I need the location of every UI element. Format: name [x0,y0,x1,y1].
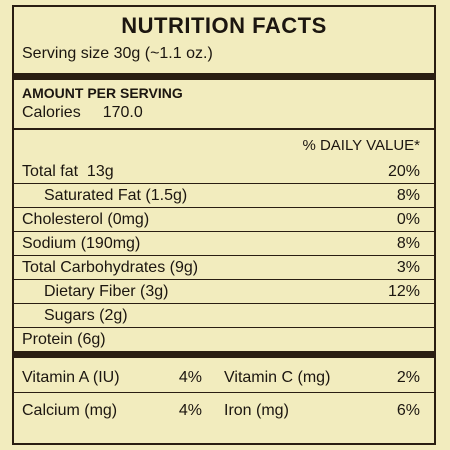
vitamin-name: Calcium (mg) [22,402,118,419]
nutrient-dv: 8% [396,186,420,204]
nutrient-label: Total fat 13g [22,162,114,180]
vitamin-c: Vitamin C (mg) 2% [224,369,426,387]
nutrient-label: Saturated Fat (1.5g) [44,186,188,204]
nutrient-label: Protein (6g) [22,330,106,348]
nutrient-label: Dietary Fiber (3g) [44,282,169,300]
daily-value-heading: % DAILY VALUE* [302,137,420,154]
divider [14,128,434,130]
thick-divider [14,73,434,80]
vitamin-row: Vitamin A (IU) 4% Vitamin C (mg) 2% [14,364,434,393]
vitamin-name: Iron (mg) [224,402,289,419]
vitamin-a: Vitamin A (IU) 4% [22,369,224,387]
vitamin-dv: 4% [178,402,202,419]
nutrient-label: Sugars (2g) [44,306,128,324]
calcium: Calcium (mg) 4% [22,402,224,420]
nutrient-row-dietary-fiber: Dietary Fiber (3g) 12% [14,280,434,304]
nutrient-row-protein: Protein (6g) [14,328,434,351]
nutrient-row-cholesterol: Cholesterol (0mg) 0% [14,208,434,232]
nutrient-row-total-fat: Total fat 13g 20% [14,160,434,184]
calories-label: Calories [22,104,81,121]
nutrient-label: Cholesterol (0mg) [22,210,150,228]
vitamin-dv: 6% [396,402,420,419]
vitamin-name: Vitamin A (IU) [22,369,120,386]
nutrient-row-saturated-fat: Saturated Fat (1.5g) 8% [14,184,434,208]
nutrition-facts-label: NUTRITION FACTS Serving size 30g (~1.1 o… [12,5,436,445]
vitamin-name: Vitamin C (mg) [224,369,331,386]
nutrient-dv: 12% [387,282,420,300]
nutrient-label: Total Carbohydrates (9g) [22,258,199,276]
nutrient-row-total-carbohydrates: Total Carbohydrates (9g) 3% [14,256,434,280]
vitamin-dv: 2% [396,369,420,386]
nutrient-dv: 8% [396,234,420,252]
nutrient-dv: 0% [396,210,420,228]
calories-row: Calories 170.0 [14,102,434,128]
iron: Iron (mg) 6% [224,402,426,420]
vitamin-row: Calcium (mg) 4% Iron (mg) 6% [14,397,434,425]
amount-per-serving-heading: AMOUNT PER SERVING [22,85,183,101]
calories-value: 170.0 [102,104,143,121]
nutrient-row-sodium: Sodium (190mg) 8% [14,232,434,256]
nutrient-dv: 3% [396,258,420,276]
nutrient-row-sugars: Sugars (2g) [14,304,434,328]
vitamins-section: Vitamin A (IU) 4% Vitamin C (mg) 2% Calc… [14,351,434,425]
nutrient-dv: 20% [387,162,420,180]
label-title: NUTRITION FACTS [121,13,327,38]
nutrient-label: Sodium (190mg) [22,234,141,252]
vitamin-dv: 4% [178,369,202,386]
serving-size: Serving size 30g (~1.1 oz.) [22,45,213,62]
